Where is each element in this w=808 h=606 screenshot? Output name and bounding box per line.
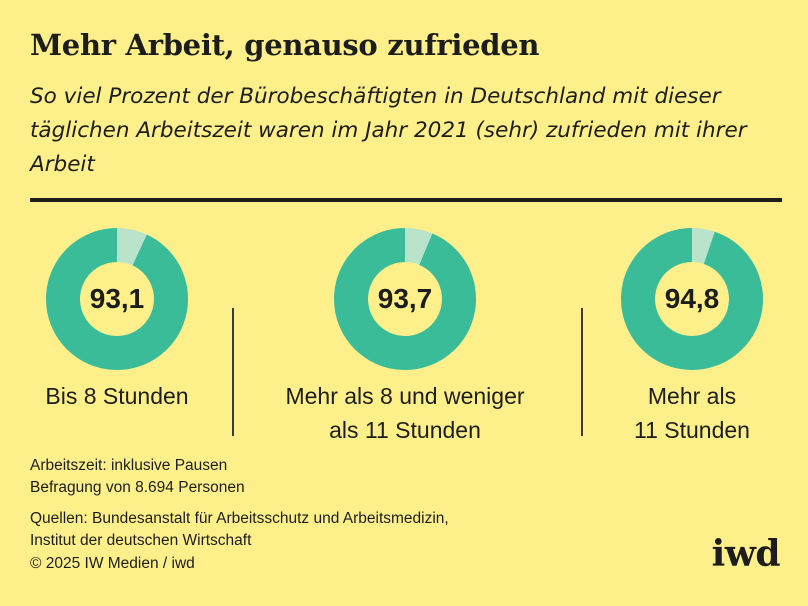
- donut-chart-3: 94,8: [617, 224, 767, 374]
- chart-title: Mehr Arbeit, genauso zufrieden: [30, 28, 540, 62]
- header-rule: [30, 198, 782, 202]
- donut-filled-arc-2: [334, 228, 476, 370]
- footnote-arbeitszeit: Arbeitszeit: inklusive Pausen: [30, 457, 228, 474]
- column-divider-2: [581, 308, 583, 436]
- donut-svg-1: [46, 228, 188, 370]
- source-line-1: Quellen: Bundesanstalt für Arbeitsschutz…: [30, 510, 449, 527]
- category-label-2-line2: als 11 Stunden: [329, 417, 481, 443]
- source-line-2: Institut der deutschen Wirtschaft: [30, 532, 252, 549]
- donut-svg-3: [621, 228, 763, 370]
- footnote-befragung: Befragung von 8.694 Personen: [30, 479, 245, 496]
- donut-value-label-3: 94,8: [664, 283, 720, 314]
- donut-filled-arc-3: [621, 228, 763, 370]
- donut-chart-1: 93,1: [42, 224, 192, 374]
- category-label-3-line2: 11 Stunden: [634, 417, 750, 443]
- column-divider-1: [232, 308, 234, 436]
- donut-filled-arc-1: [46, 228, 188, 370]
- copyright: © 2025 IW Medien / iwd: [30, 555, 195, 572]
- category-label-3: Mehr als 11 Stunden: [592, 379, 792, 447]
- iwd-logo: iwd: [711, 533, 781, 575]
- category-label-2: Mehr als 8 und weniger als 11 Stunden: [245, 379, 565, 447]
- category-label-3-line1: Mehr als: [647, 383, 737, 409]
- donut-svg-2: [334, 228, 476, 370]
- category-label-1-text: Bis 8 Stunden: [45, 383, 189, 409]
- category-label-1: Bis 8 Stunden: [17, 379, 217, 413]
- donut-value-label-1: 93,1: [89, 283, 145, 314]
- donut-chart-2: 93,7: [330, 224, 480, 374]
- chart-subtitle: So viel Prozent der Bürobeschäftigten in…: [30, 84, 747, 177]
- donut-value-label-2: 93,7: [377, 283, 433, 314]
- category-label-2-line1: Mehr als 8 und weniger: [285, 383, 525, 409]
